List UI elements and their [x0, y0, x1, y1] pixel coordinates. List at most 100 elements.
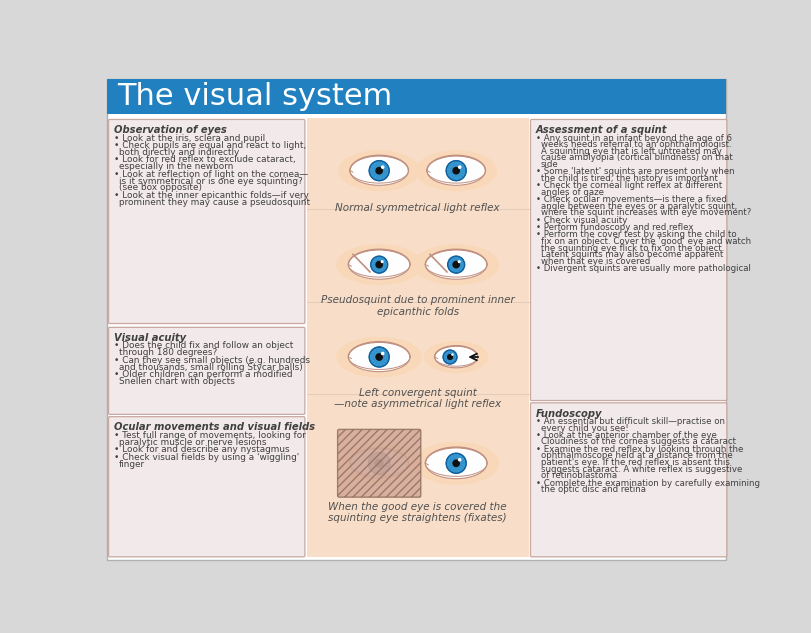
FancyBboxPatch shape	[337, 429, 420, 497]
Text: • Look at the anterior chamber of the eye: • Look at the anterior chamber of the ey…	[534, 431, 715, 440]
Circle shape	[380, 352, 384, 355]
Text: the optic disc and retina: the optic disc and retina	[540, 485, 645, 494]
Text: • Check visual fields by using a 'wiggling': • Check visual fields by using a 'wiggli…	[114, 453, 298, 461]
Text: • Check ocular movements—is there a fixed: • Check ocular movements—is there a fixe…	[534, 195, 726, 204]
Ellipse shape	[413, 244, 499, 285]
Ellipse shape	[423, 341, 488, 373]
Text: every child you see!: every child you see!	[540, 423, 628, 432]
Ellipse shape	[338, 443, 419, 484]
Text: Left convergent squint
—note asymmetrical light reflex: Left convergent squint —note asymmetrica…	[333, 388, 500, 410]
Ellipse shape	[348, 250, 410, 279]
Text: is it symmetrical or is one eye squinting?: is it symmetrical or is one eye squintin…	[118, 177, 303, 185]
Circle shape	[457, 165, 461, 169]
Text: and thousands, small rolling Stycar balls): and thousands, small rolling Stycar ball…	[118, 363, 303, 372]
Text: through 180 degrees?: through 180 degrees?	[118, 348, 217, 357]
Text: prominent they may cause a pseudosquint: prominent they may cause a pseudosquint	[118, 198, 310, 207]
Text: • Does the child fix and follow an object: • Does the child fix and follow an objec…	[114, 341, 293, 351]
FancyBboxPatch shape	[106, 79, 725, 115]
Ellipse shape	[425, 448, 487, 479]
Text: angles of gaze: angles of gaze	[540, 188, 603, 197]
Circle shape	[375, 261, 383, 268]
Ellipse shape	[336, 244, 422, 285]
Ellipse shape	[348, 342, 410, 372]
Text: angle between the eyes or a paralytic squint,: angle between the eyes or a paralytic sq…	[540, 202, 736, 211]
Text: cause amblyopia (cortical blindness) on that: cause amblyopia (cortical blindness) on …	[540, 153, 732, 162]
FancyBboxPatch shape	[109, 327, 304, 415]
Text: where the squint increases with eye movement?: where the squint increases with eye move…	[540, 208, 750, 217]
Text: weeks needs referral to an ophthalmologist.: weeks needs referral to an ophthalmologi…	[540, 140, 731, 149]
Circle shape	[443, 350, 457, 364]
Text: paralytic muscle or nerve lesions: paralytic muscle or nerve lesions	[118, 437, 266, 446]
Text: of retinoblastoma: of retinoblastoma	[540, 471, 616, 480]
FancyBboxPatch shape	[109, 417, 304, 557]
Circle shape	[374, 459, 384, 468]
Text: • Check visual acuity: • Check visual acuity	[534, 216, 626, 225]
Text: • Can they see small objects (e.g. hundreds: • Can they see small objects (e.g. hundr…	[114, 356, 309, 365]
FancyBboxPatch shape	[106, 79, 725, 560]
Ellipse shape	[413, 442, 499, 485]
Text: side: side	[540, 160, 558, 169]
Text: • Any squint in an infant beyond the age of 6: • Any squint in an infant beyond the age…	[534, 134, 731, 142]
Text: Assessment of a squint: Assessment of a squint	[534, 125, 666, 135]
Text: Snellen chart with objects: Snellen chart with objects	[118, 377, 234, 386]
Text: • Look at the inner epicanthic folds—if very: • Look at the inner epicanthic folds—if …	[114, 191, 308, 200]
Text: Pseudosquint due to prominent inner
epicanthic folds: Pseudosquint due to prominent inner epic…	[320, 296, 514, 317]
Ellipse shape	[414, 150, 496, 191]
Circle shape	[445, 453, 466, 473]
Text: Normal symmetrical light reflex: Normal symmetrical light reflex	[335, 203, 500, 213]
Text: especially in the newborn: especially in the newborn	[118, 162, 233, 172]
Text: Cloudiness of the cornea suggests a cataract: Cloudiness of the cornea suggests a cata…	[540, 437, 735, 446]
Text: suggests cataract. A white reflex is suggestive: suggests cataract. A white reflex is sug…	[540, 465, 741, 473]
Circle shape	[369, 347, 388, 367]
Text: • Perform fundoscopy and red reflex: • Perform fundoscopy and red reflex	[534, 223, 692, 232]
Circle shape	[457, 260, 460, 263]
Text: Visual acuity: Visual acuity	[114, 333, 186, 343]
Text: when that eye is covered: when that eye is covered	[540, 257, 650, 266]
Circle shape	[369, 161, 388, 180]
Text: both directly and indirectly: both directly and indirectly	[118, 148, 239, 157]
FancyBboxPatch shape	[109, 120, 304, 323]
Ellipse shape	[425, 250, 487, 279]
Text: finger: finger	[118, 460, 145, 468]
Text: • Divergent squints are usually more pathological: • Divergent squints are usually more pat…	[534, 264, 749, 273]
Text: ophthalmoscope held at a distance from the: ophthalmoscope held at a distance from t…	[540, 451, 732, 460]
Text: Latent squints may also become apparent: Latent squints may also become apparent	[540, 250, 723, 259]
Text: The visual system: The visual system	[118, 82, 393, 111]
Text: • Look for and describe any nystagmus: • Look for and describe any nystagmus	[114, 445, 289, 454]
Text: • An essential but difficult skill—practise on: • An essential but difficult skill—pract…	[534, 417, 723, 426]
Ellipse shape	[434, 346, 477, 368]
Circle shape	[446, 354, 453, 360]
Text: Observation of eyes: Observation of eyes	[114, 125, 226, 135]
FancyBboxPatch shape	[530, 403, 726, 557]
Text: • Some 'latent' squints are present only when: • Some 'latent' squints are present only…	[534, 167, 733, 176]
Text: Fundoscopy: Fundoscopy	[534, 408, 601, 418]
Circle shape	[451, 353, 453, 356]
Text: • Perform the cover test by asking the child to: • Perform the cover test by asking the c…	[534, 230, 736, 239]
Circle shape	[452, 167, 460, 175]
FancyBboxPatch shape	[530, 120, 726, 401]
Ellipse shape	[336, 337, 422, 377]
Text: • Look at the iris, sclera and pupil: • Look at the iris, sclera and pupil	[114, 134, 264, 142]
Text: • Check pupils are equal and react to light,: • Check pupils are equal and react to li…	[114, 141, 306, 150]
Circle shape	[457, 458, 461, 461]
Text: the child is tired; the history is important: the child is tired; the history is impor…	[540, 174, 717, 183]
Text: • Complete the examination by carefully examining: • Complete the examination by carefully …	[534, 479, 758, 487]
Text: • Look for red reflex to exclude cataract,: • Look for red reflex to exclude catarac…	[114, 156, 295, 165]
Circle shape	[368, 453, 389, 474]
Circle shape	[380, 260, 384, 263]
Circle shape	[452, 261, 460, 268]
Circle shape	[371, 256, 387, 273]
FancyBboxPatch shape	[307, 118, 528, 557]
Circle shape	[380, 165, 384, 169]
Circle shape	[452, 460, 460, 467]
Text: • Check the corneal light reflex at different: • Check the corneal light reflex at diff…	[534, 181, 721, 190]
Ellipse shape	[427, 156, 485, 185]
Text: fix on an object. Cover the 'good' eye and watch: fix on an object. Cover the 'good' eye a…	[540, 237, 750, 246]
Text: (see box opposite): (see box opposite)	[118, 184, 202, 192]
Text: patient's eye. If the red reflex is absent this: patient's eye. If the red reflex is abse…	[540, 458, 729, 467]
Ellipse shape	[350, 156, 408, 185]
Ellipse shape	[350, 449, 408, 478]
Text: A squinting eye that is left untreated may: A squinting eye that is left untreated m…	[540, 147, 721, 156]
Circle shape	[375, 353, 383, 361]
Ellipse shape	[338, 150, 419, 191]
